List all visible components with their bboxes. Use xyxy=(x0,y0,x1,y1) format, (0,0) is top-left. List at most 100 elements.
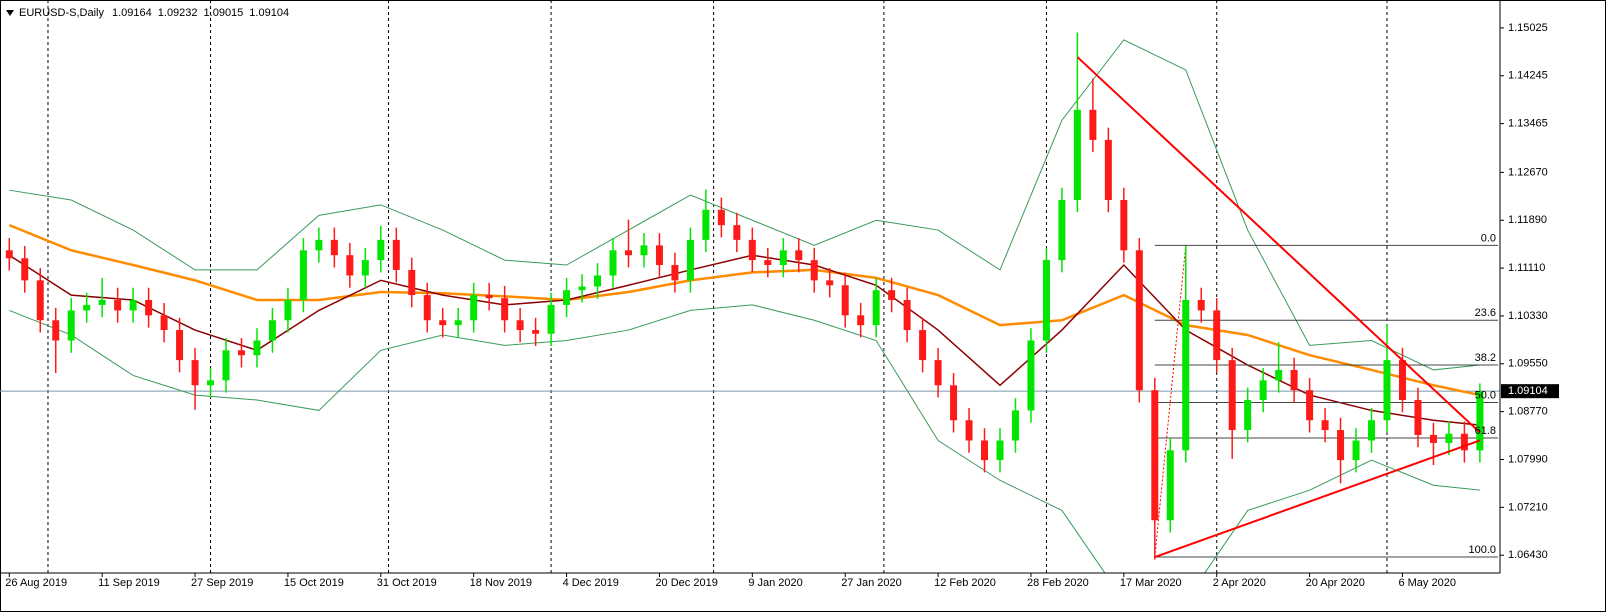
candle-body xyxy=(1414,399,1422,435)
header-value: 1.09164 xyxy=(112,7,152,19)
candle-body xyxy=(237,350,245,356)
candle-body xyxy=(594,275,602,287)
candle-body xyxy=(21,258,29,281)
candle-body xyxy=(1368,420,1376,441)
candle-body xyxy=(532,330,540,334)
candle-body xyxy=(563,290,571,305)
x-tick-label: 2 Apr 2020 xyxy=(1213,577,1266,589)
candle-body xyxy=(1445,433,1453,443)
candle-body xyxy=(454,320,462,326)
candle-body xyxy=(1166,450,1174,521)
candle-body xyxy=(1460,433,1468,451)
candle-body xyxy=(609,250,617,276)
x-tick-label: 20 Dec 2019 xyxy=(655,577,717,589)
candle-body xyxy=(1213,310,1221,361)
y-tick-label: 1.13465 xyxy=(1508,118,1548,130)
candle-body xyxy=(268,320,276,341)
candle-body xyxy=(1306,390,1314,421)
chart-title: EURUSD-S,Daily xyxy=(19,7,104,19)
y-tick-label: 1.06430 xyxy=(1508,549,1548,561)
candle-body xyxy=(578,286,586,291)
fib-label: 50.0 xyxy=(1475,389,1496,401)
candle-body xyxy=(1352,440,1360,461)
candle-body xyxy=(547,304,555,334)
candle-body xyxy=(872,290,880,326)
candle-body xyxy=(841,285,849,316)
candle-body xyxy=(1135,250,1143,391)
indicator-line xyxy=(9,39,1480,371)
x-tick-label: 31 Oct 2019 xyxy=(377,577,437,589)
x-tick-label: 11 Sep 2019 xyxy=(98,577,160,589)
candle-body xyxy=(1228,360,1236,431)
candle-body xyxy=(253,340,261,356)
candle-body xyxy=(470,295,478,321)
candle-body xyxy=(1073,109,1081,200)
candle-body xyxy=(1011,410,1019,441)
fib-label: 38.2 xyxy=(1475,352,1496,364)
x-tick-label: 12 Feb 2020 xyxy=(934,577,996,589)
x-tick-label: 28 Feb 2020 xyxy=(1027,577,1089,589)
candle-body xyxy=(857,315,865,326)
candle-body xyxy=(795,250,803,261)
candle-body xyxy=(733,225,741,240)
candle-body xyxy=(934,360,942,386)
x-tick-label: 27 Jan 2020 xyxy=(841,577,902,589)
menu-triangle[interactable] xyxy=(6,10,14,16)
candle-body xyxy=(207,380,215,386)
candle-body xyxy=(129,299,137,311)
candle-body xyxy=(981,440,989,461)
x-tick-label: 27 Sep 2019 xyxy=(191,577,253,589)
candle-body xyxy=(392,239,400,270)
candle-body xyxy=(702,209,710,240)
y-tick-label: 1.12670 xyxy=(1508,166,1548,178)
candle-body xyxy=(315,239,323,251)
candle-body xyxy=(624,250,632,256)
candle-body xyxy=(222,350,230,381)
fib-label: 23.6 xyxy=(1475,307,1496,319)
candle-body xyxy=(346,255,354,276)
plot-area xyxy=(0,0,1500,573)
candle-body xyxy=(1290,369,1298,391)
candle-body xyxy=(1337,430,1345,461)
y-tick-label: 1.15025 xyxy=(1508,22,1548,34)
candle-body xyxy=(284,299,292,321)
candle-body xyxy=(408,269,416,296)
candle-body xyxy=(1429,434,1437,443)
candle-body xyxy=(1197,299,1205,311)
candle-body xyxy=(1321,420,1329,431)
indicator-line xyxy=(9,304,1480,573)
candle-body xyxy=(717,209,725,226)
candle-body xyxy=(114,299,122,311)
candle-body xyxy=(810,260,818,281)
fib-label: 0.0 xyxy=(1481,232,1496,244)
candle-body xyxy=(439,320,447,326)
candle-body xyxy=(1182,299,1190,451)
header-value: 1.09232 xyxy=(158,7,198,19)
candle-body xyxy=(965,420,973,441)
fib-trend xyxy=(1154,245,1187,558)
y-tick-label: 1.07990 xyxy=(1508,453,1548,465)
last-price-box xyxy=(1501,384,1559,399)
candle-body xyxy=(1398,360,1406,400)
y-tick-label: 1.07210 xyxy=(1508,501,1548,513)
candle-body xyxy=(501,298,509,321)
candle-body xyxy=(191,360,199,386)
candle-body xyxy=(145,299,153,316)
last-price-label: 1.09104 xyxy=(1508,385,1548,397)
candle-body xyxy=(1244,399,1252,431)
x-tick-label: 4 Dec 2019 xyxy=(563,577,619,589)
candle-body xyxy=(686,239,694,281)
candle-body xyxy=(779,250,787,266)
candle-body xyxy=(160,315,168,331)
candle-body xyxy=(5,250,13,259)
candle-body xyxy=(377,239,385,261)
candle-body xyxy=(919,330,927,361)
candle-body xyxy=(655,245,663,266)
candle-body xyxy=(330,239,338,256)
x-tick-label: 18 Nov 2019 xyxy=(470,577,532,589)
y-tick-label: 1.09550 xyxy=(1508,358,1548,370)
candle-body xyxy=(1058,199,1066,261)
trendline xyxy=(1076,56,1481,434)
